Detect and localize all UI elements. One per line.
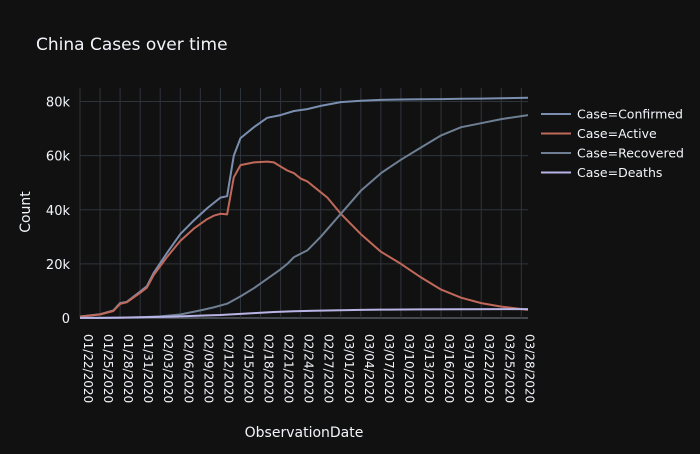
x-tick-label: 02/24/2020 [302,334,316,403]
series-line-deaths [80,308,528,319]
x-tick-label: 02/12/2020 [221,334,235,403]
x-tick-label: 02/18/2020 [262,334,276,403]
x-tick-label: 01/31/2020 [141,334,155,403]
x-tick-label: 03/16/2020 [442,334,456,403]
x-tick-label: 03/19/2020 [462,334,476,403]
x-tick-label: 02/03/2020 [161,334,175,403]
y-tick-label: 60k [46,150,71,165]
x-tick-label: 02/21/2020 [282,334,296,403]
x-tick-label: 03/13/2020 [422,334,436,403]
x-tick-label: 01/28/2020 [121,334,135,403]
legend-item-label[interactable]: Case=Confirmed [577,107,683,122]
series-line-active [79,160,529,318]
y-tick-label: 20k [46,258,71,273]
y-axis-ticks: 0 20k 40k 60k 80k [46,96,71,327]
x-axis-label: ObservationDate [245,425,364,441]
x-tick-label: 02/06/2020 [181,334,195,403]
y-tick-label: 80k [46,96,71,111]
x-tick-label: 03/10/2020 [402,334,416,403]
x-tick-label: 02/27/2020 [322,334,336,403]
y-tick-label: 0 [62,312,70,327]
y-axis-label: Count [18,191,34,233]
y-tick-label: 40k [46,204,71,219]
x-tick-label: 03/25/2020 [502,334,516,403]
chart-title: China Cases over time [36,35,228,55]
series-layer [79,96,529,319]
x-axis-ticks: 01/22/2020 01/25/2020 01/28/2020 01/31/2020… [81,334,536,403]
x-tick-label: 03/28/2020 [522,334,536,403]
grid [79,88,528,319]
x-tick-label: 03/22/2020 [482,334,496,403]
x-tick-label: 03/01/2020 [342,334,356,403]
x-tick-label: 01/25/2020 [101,334,115,403]
x-tick-label: 03/07/2020 [382,334,396,403]
legend-item-label[interactable]: Case=Recovered [577,146,684,161]
x-tick-label: 03/04/2020 [362,334,376,403]
legend-item-label[interactable]: Case=Active [577,126,657,141]
legend-item-label[interactable]: Case=Deaths [577,165,662,180]
series-line-confirmed [79,96,529,318]
legend: Case=Confirmed Case=Active Case=Recovered C… [541,107,684,180]
x-tick-label: 02/09/2020 [201,334,215,403]
x-tick-label: 02/15/2020 [241,334,255,403]
x-tick-label: 01/22/2020 [81,334,95,403]
